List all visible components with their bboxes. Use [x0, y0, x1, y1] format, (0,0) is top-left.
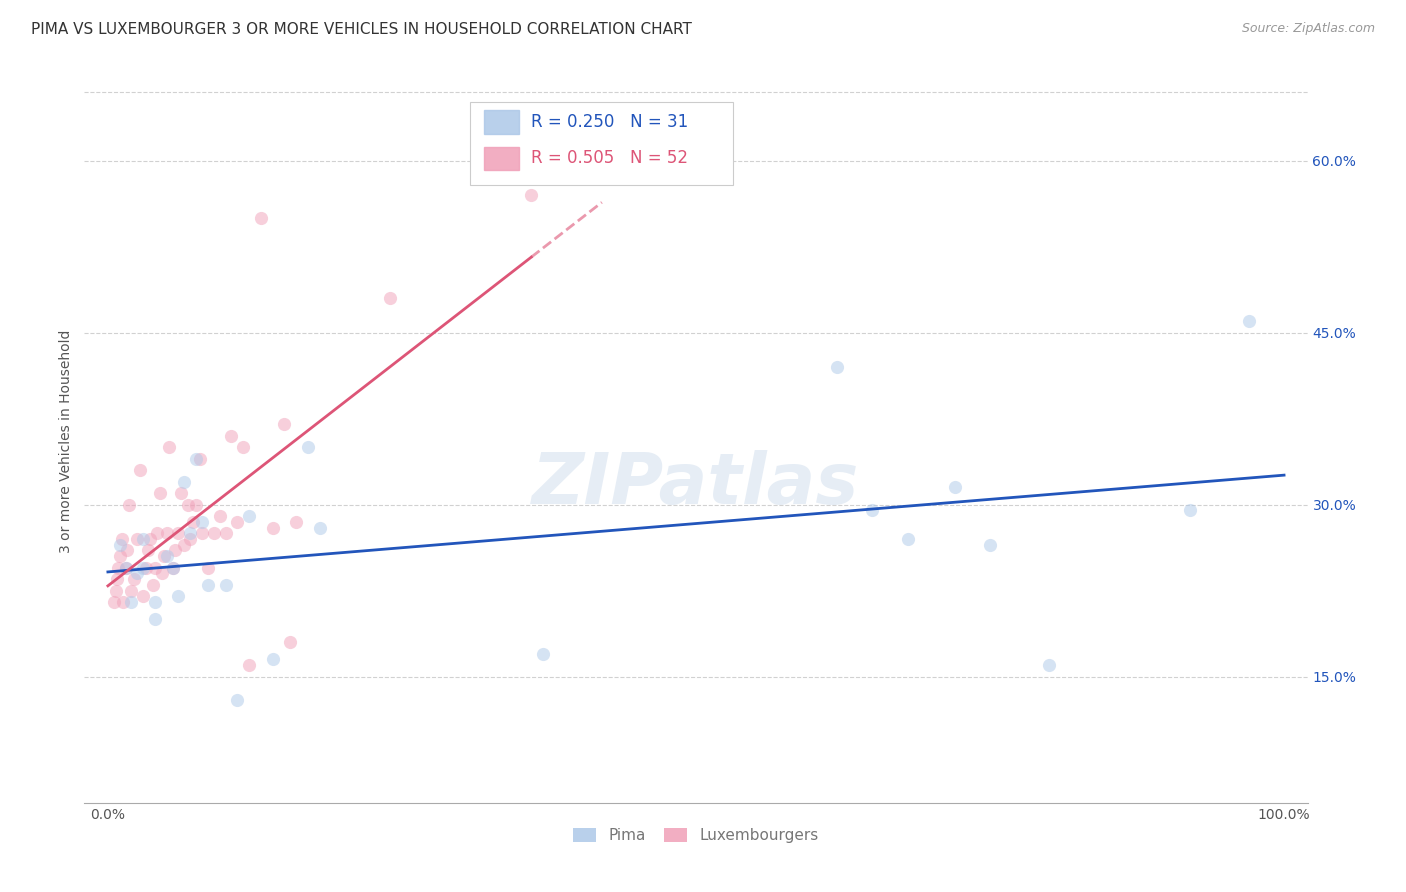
Point: [139, 532, 162, 546]
Point: [197, 578, 219, 592]
Point: [943, 480, 966, 494]
Point: [105, 572, 128, 586]
Point: [860, 503, 883, 517]
Point: [136, 543, 159, 558]
Point: [897, 532, 920, 546]
Point: [114, 560, 136, 574]
Point: [143, 560, 166, 574]
Point: [143, 595, 166, 609]
Point: [262, 520, 284, 534]
Point: [153, 549, 176, 564]
Point: [157, 440, 180, 454]
Point: [531, 647, 554, 661]
Point: [202, 526, 225, 541]
Point: [162, 560, 184, 574]
Point: [1038, 658, 1060, 673]
Point: [297, 440, 319, 454]
Point: [173, 538, 195, 552]
Point: [111, 532, 134, 546]
Point: [167, 590, 190, 604]
Point: [188, 451, 211, 466]
Text: R = 0.505   N = 52: R = 0.505 N = 52: [531, 150, 688, 168]
Point: [238, 658, 260, 673]
Point: [173, 475, 195, 489]
Point: [156, 549, 179, 564]
Point: [278, 635, 301, 649]
Point: [214, 526, 236, 541]
Point: [118, 498, 141, 512]
Point: [177, 498, 200, 512]
Point: [1237, 314, 1260, 328]
Point: [103, 595, 125, 609]
Point: [112, 595, 135, 609]
Point: [184, 498, 207, 512]
Point: [114, 560, 136, 574]
Point: [380, 291, 402, 305]
Point: [115, 543, 138, 558]
Legend: Pima, Luxembourgers: Pima, Luxembourgers: [567, 822, 825, 849]
Point: [167, 526, 190, 541]
Point: [179, 526, 201, 541]
Point: [150, 566, 173, 581]
Point: [122, 572, 145, 586]
Point: [226, 515, 249, 529]
Point: [262, 652, 284, 666]
Point: [249, 211, 271, 225]
Point: [179, 532, 201, 546]
Point: [221, 429, 243, 443]
Point: [979, 538, 1001, 552]
Point: [108, 549, 131, 564]
Point: [135, 560, 157, 574]
Point: [120, 583, 142, 598]
FancyBboxPatch shape: [470, 102, 733, 185]
Text: Source: ZipAtlas.com: Source: ZipAtlas.com: [1241, 22, 1375, 36]
Point: [232, 440, 254, 454]
Point: [181, 515, 204, 529]
Text: PIMA VS LUXEMBOURGER 3 OR MORE VEHICLES IN HOUSEHOLD CORRELATION CHART: PIMA VS LUXEMBOURGER 3 OR MORE VEHICLES …: [31, 22, 692, 37]
Point: [132, 532, 155, 546]
Point: [108, 538, 131, 552]
Point: [214, 578, 236, 592]
Point: [132, 590, 155, 604]
Point: [238, 509, 260, 524]
Point: [132, 560, 155, 574]
Point: [127, 566, 149, 581]
Point: [143, 612, 166, 626]
Point: [1178, 503, 1201, 517]
Text: ZIPatlas: ZIPatlas: [533, 450, 859, 519]
Point: [128, 463, 150, 477]
Point: [146, 526, 169, 541]
Point: [285, 515, 308, 529]
Point: [163, 543, 186, 558]
Point: [184, 451, 207, 466]
Point: [170, 486, 193, 500]
Point: [107, 560, 129, 574]
Point: [226, 692, 249, 706]
Y-axis label: 3 or more Vehicles in Household: 3 or more Vehicles in Household: [59, 330, 73, 553]
Bar: [484, 147, 519, 170]
Point: [273, 417, 295, 432]
Point: [825, 359, 848, 374]
Point: [105, 583, 128, 598]
Point: [149, 486, 172, 500]
Point: [142, 578, 165, 592]
Point: [191, 526, 214, 541]
Point: [127, 532, 149, 546]
Point: [162, 560, 184, 574]
Point: [308, 520, 330, 534]
Point: [156, 526, 179, 541]
Point: [208, 509, 231, 524]
Point: [197, 560, 219, 574]
Point: [191, 515, 214, 529]
Point: [120, 595, 142, 609]
Bar: [484, 111, 519, 134]
Text: R = 0.250   N = 31: R = 0.250 N = 31: [531, 113, 688, 131]
Point: [520, 188, 543, 202]
